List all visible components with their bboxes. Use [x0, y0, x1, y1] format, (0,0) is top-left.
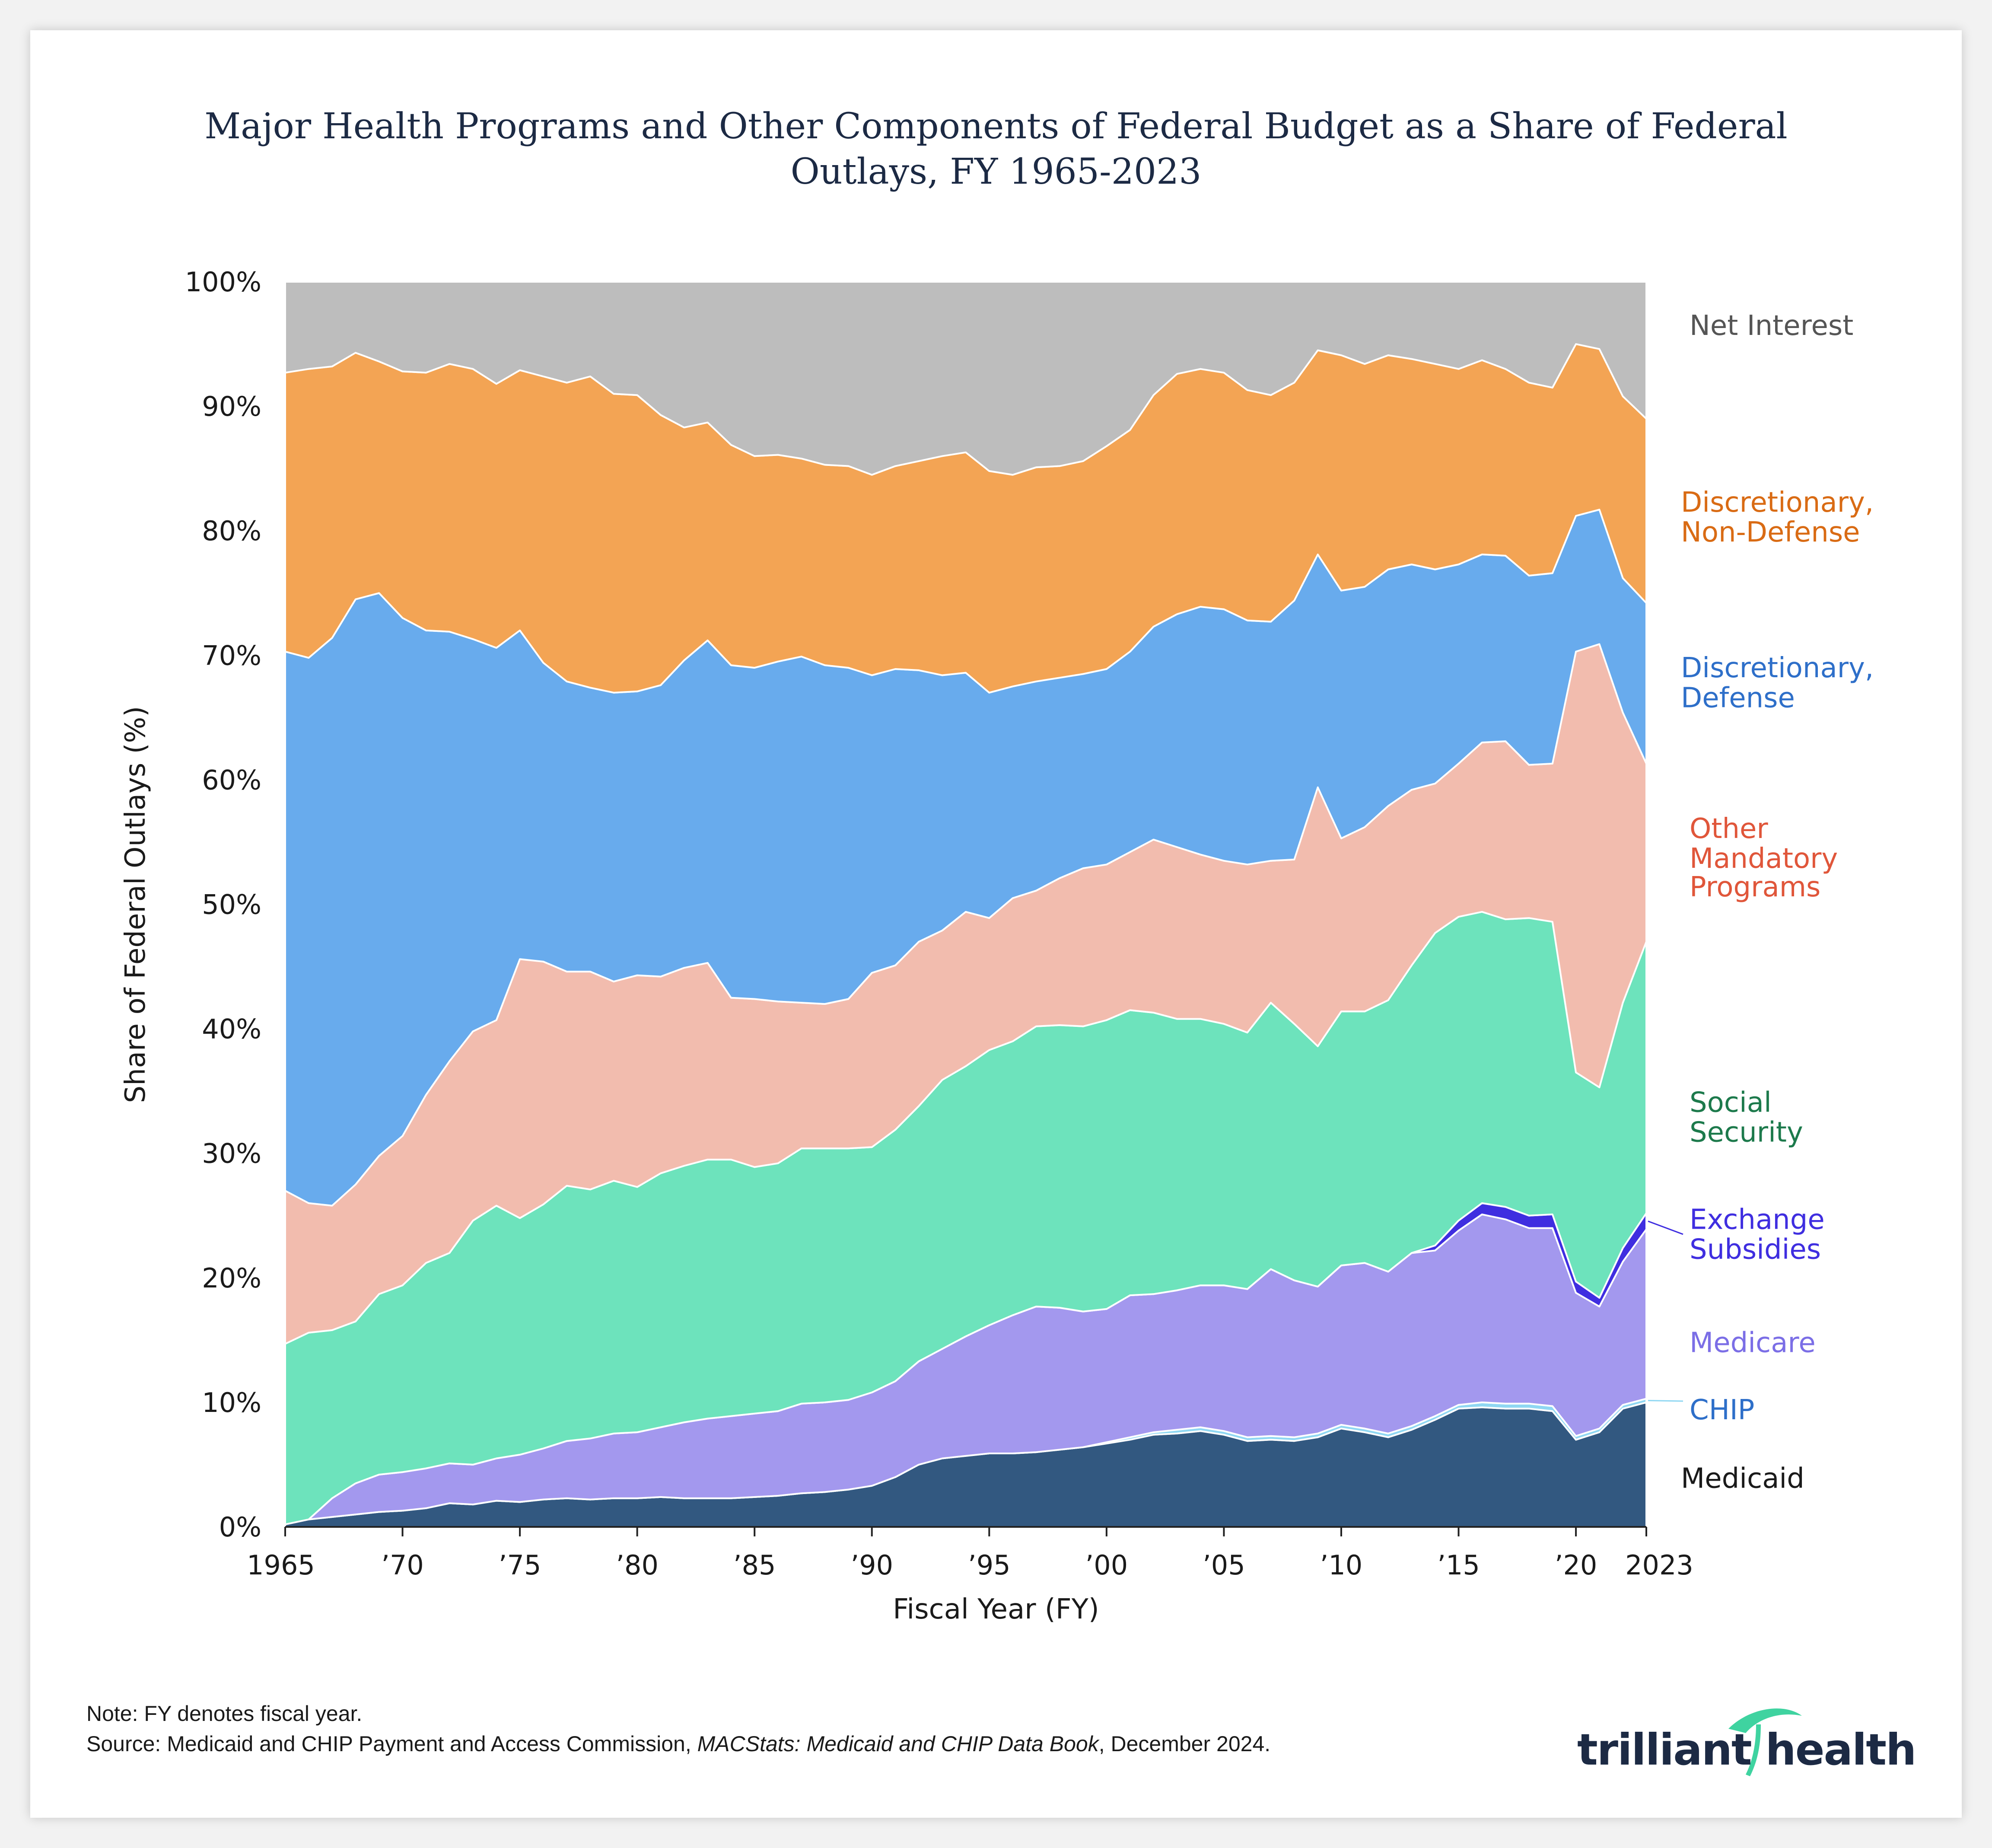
y-tick-label: 100%	[185, 266, 261, 298]
x-tick-label: ’20	[1555, 1549, 1597, 1581]
source-prefix: Source: Medicaid and CHIP Payment and Ac…	[86, 1732, 697, 1756]
chart-title-line-1: Major Health Programs and Other Componen…	[204, 106, 1788, 147]
x-axis-title: Fiscal Year (FY)	[893, 1593, 1099, 1625]
y-tick-label: 0%	[219, 1511, 261, 1543]
area-layer	[284, 281, 1647, 1528]
x-tick-label: ’80	[616, 1549, 659, 1581]
x-tick-label: ’15	[1437, 1549, 1480, 1581]
chart-title-line-2: Outlays, FY 1965-2023	[791, 151, 1202, 192]
x-tick-label: ’05	[1203, 1549, 1245, 1581]
y-axis-title: Share of Federal Outlays (%)	[120, 706, 152, 1103]
series-label-social-security: Social	[1690, 1087, 1772, 1119]
series-label-discretionary-non-defense: Non-Defense	[1681, 516, 1860, 548]
axis-layer: 0% 10% 20% 30% 40% 50% 60% 70% 80% 90% 100% 1965 ’70…	[185, 266, 1693, 1581]
y-tick-label: 30%	[202, 1138, 261, 1169]
series-label-discretionary-non-defense: Discretionary,	[1681, 487, 1874, 519]
series-label-social-security: Security	[1690, 1117, 1803, 1149]
x-tick-label: ’90	[850, 1549, 893, 1581]
y-tick-label: 70%	[202, 640, 261, 671]
chart-card: Major Health Programs and Other Componen…	[30, 30, 1962, 1818]
series-label-other-mandatory-programs: Other	[1690, 813, 1768, 845]
series-label-medicare: Medicare	[1690, 1327, 1816, 1359]
series-label-discretionary-defense: Defense	[1681, 682, 1795, 714]
series-label-exchange-subsidies: Exchange	[1690, 1204, 1825, 1236]
series-label-discretionary-defense: Discretionary,	[1681, 652, 1874, 684]
series-label-net-interest: Net Interest	[1690, 310, 1853, 342]
y-tick-label: 60%	[202, 764, 261, 796]
y-tick-label: 80%	[202, 515, 261, 547]
y-tick-label: 90%	[202, 391, 261, 422]
chart: Major Health Programs and Other Componen…	[120, 106, 1874, 1625]
x-tick-label: ’10	[1320, 1549, 1363, 1581]
note-text: Note: FY denotes fiscal year.	[86, 1701, 363, 1726]
y-tick-label: 50%	[202, 889, 261, 921]
y-tick-label: 40%	[202, 1013, 261, 1045]
x-tick-label: ’75	[499, 1549, 541, 1581]
exchange-subsidies-leader-line	[1648, 1220, 1683, 1235]
x-tick-label: ’95	[968, 1549, 1011, 1581]
logo-wordmark: trilliant health	[1577, 1724, 1916, 1775]
area-net-interest	[284, 281, 1647, 476]
footnotes: Note: FY denotes fiscal year. Source: Me…	[86, 1698, 1469, 1759]
y-tick-label: 20%	[202, 1262, 261, 1294]
series-label-exchange-subsidies: Subsidies	[1690, 1234, 1821, 1266]
source-suffix: , December 2024.	[1098, 1732, 1271, 1756]
series-label-other-mandatory-programs: Programs	[1690, 871, 1820, 903]
x-tick-label: ’70	[381, 1549, 424, 1581]
source-text: Source: Medicaid and CHIP Payment and Ac…	[86, 1729, 1469, 1759]
x-tick-label: ’00	[1085, 1549, 1128, 1581]
source-title: MACStats: Medicaid and CHIP Data Book	[697, 1732, 1099, 1756]
x-tick-label: 1965	[247, 1549, 315, 1581]
series-label-medicaid: Medicaid	[1681, 1463, 1804, 1495]
series-label-chip: CHIP	[1690, 1394, 1754, 1426]
y-tick-label: 10%	[202, 1387, 261, 1418]
logo-swoosh-icon	[1728, 1708, 1802, 1776]
series-label-other-mandatory-programs: Mandatory	[1690, 843, 1838, 875]
trilliant-health-logo: trilliant health	[1577, 1708, 1923, 1785]
x-tick-label: 2023	[1625, 1549, 1693, 1581]
x-tick-label: ’85	[733, 1549, 776, 1581]
